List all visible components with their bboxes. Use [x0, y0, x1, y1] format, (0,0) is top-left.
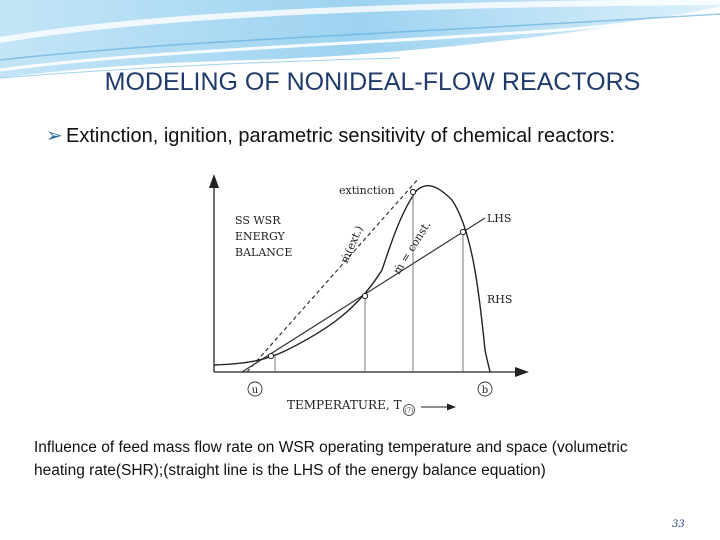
- energy-balance-label-line1: SS WSR: [235, 214, 281, 227]
- rhs-label: RHS: [487, 293, 512, 306]
- b-label: b: [482, 385, 488, 396]
- axis-label-marker: [403, 404, 415, 416]
- intersection-point-extinction: [409, 188, 417, 196]
- extinction-label: extinction: [339, 184, 395, 197]
- u-label: u: [252, 385, 259, 396]
- intersection-point-lower: [267, 352, 275, 360]
- temperature-axis-label: TEMPERATURE, T: [287, 398, 401, 412]
- u-marker: [247, 381, 263, 397]
- axis-label-arrow-icon: [447, 403, 456, 411]
- arrow-bullet-icon: ➢: [46, 125, 63, 147]
- bullet-point: ➢ Extinction, ignition, parametric sensi…: [46, 122, 646, 150]
- header-swirl-decoration: [0, 0, 720, 79]
- lhs-label: LHS: [487, 212, 511, 225]
- page-number: 33: [672, 519, 685, 530]
- bullet-text: Extinction, ignition, parametric sensiti…: [66, 125, 616, 147]
- mext-dashed-line: [246, 177, 420, 373]
- mext-line-label: ṁ(ext.): [338, 224, 366, 266]
- figure-caption: Influence of feed mass flow rate on WSR …: [34, 436, 720, 482]
- energy-balance-label-line2: ENERGY: [235, 230, 286, 243]
- energy-balance-label-line3: BALANCE: [235, 246, 292, 259]
- caption-line-2: heating rate(SHR);(straight line is the …: [34, 462, 546, 479]
- slide-title: MODELING OF NONIDEAL-FLOW REACTORS: [104, 68, 641, 96]
- axis-label-marker-text: (7): [405, 408, 414, 415]
- x-axis-arrow-icon: [515, 367, 529, 377]
- intersection-point-middle: [361, 292, 369, 300]
- intersection-point-upper: [459, 228, 467, 236]
- b-marker: [477, 381, 493, 397]
- energy-balance-diagram: u b extinction SS WSR ENERGY BALANCE ṁ(e…: [167, 160, 550, 422]
- caption-line-1: Influence of feed mass flow rate on WSR …: [34, 439, 628, 456]
- y-axis-arrow-icon: [209, 174, 219, 188]
- rhs-heat-generation-curve: [213, 184, 491, 373]
